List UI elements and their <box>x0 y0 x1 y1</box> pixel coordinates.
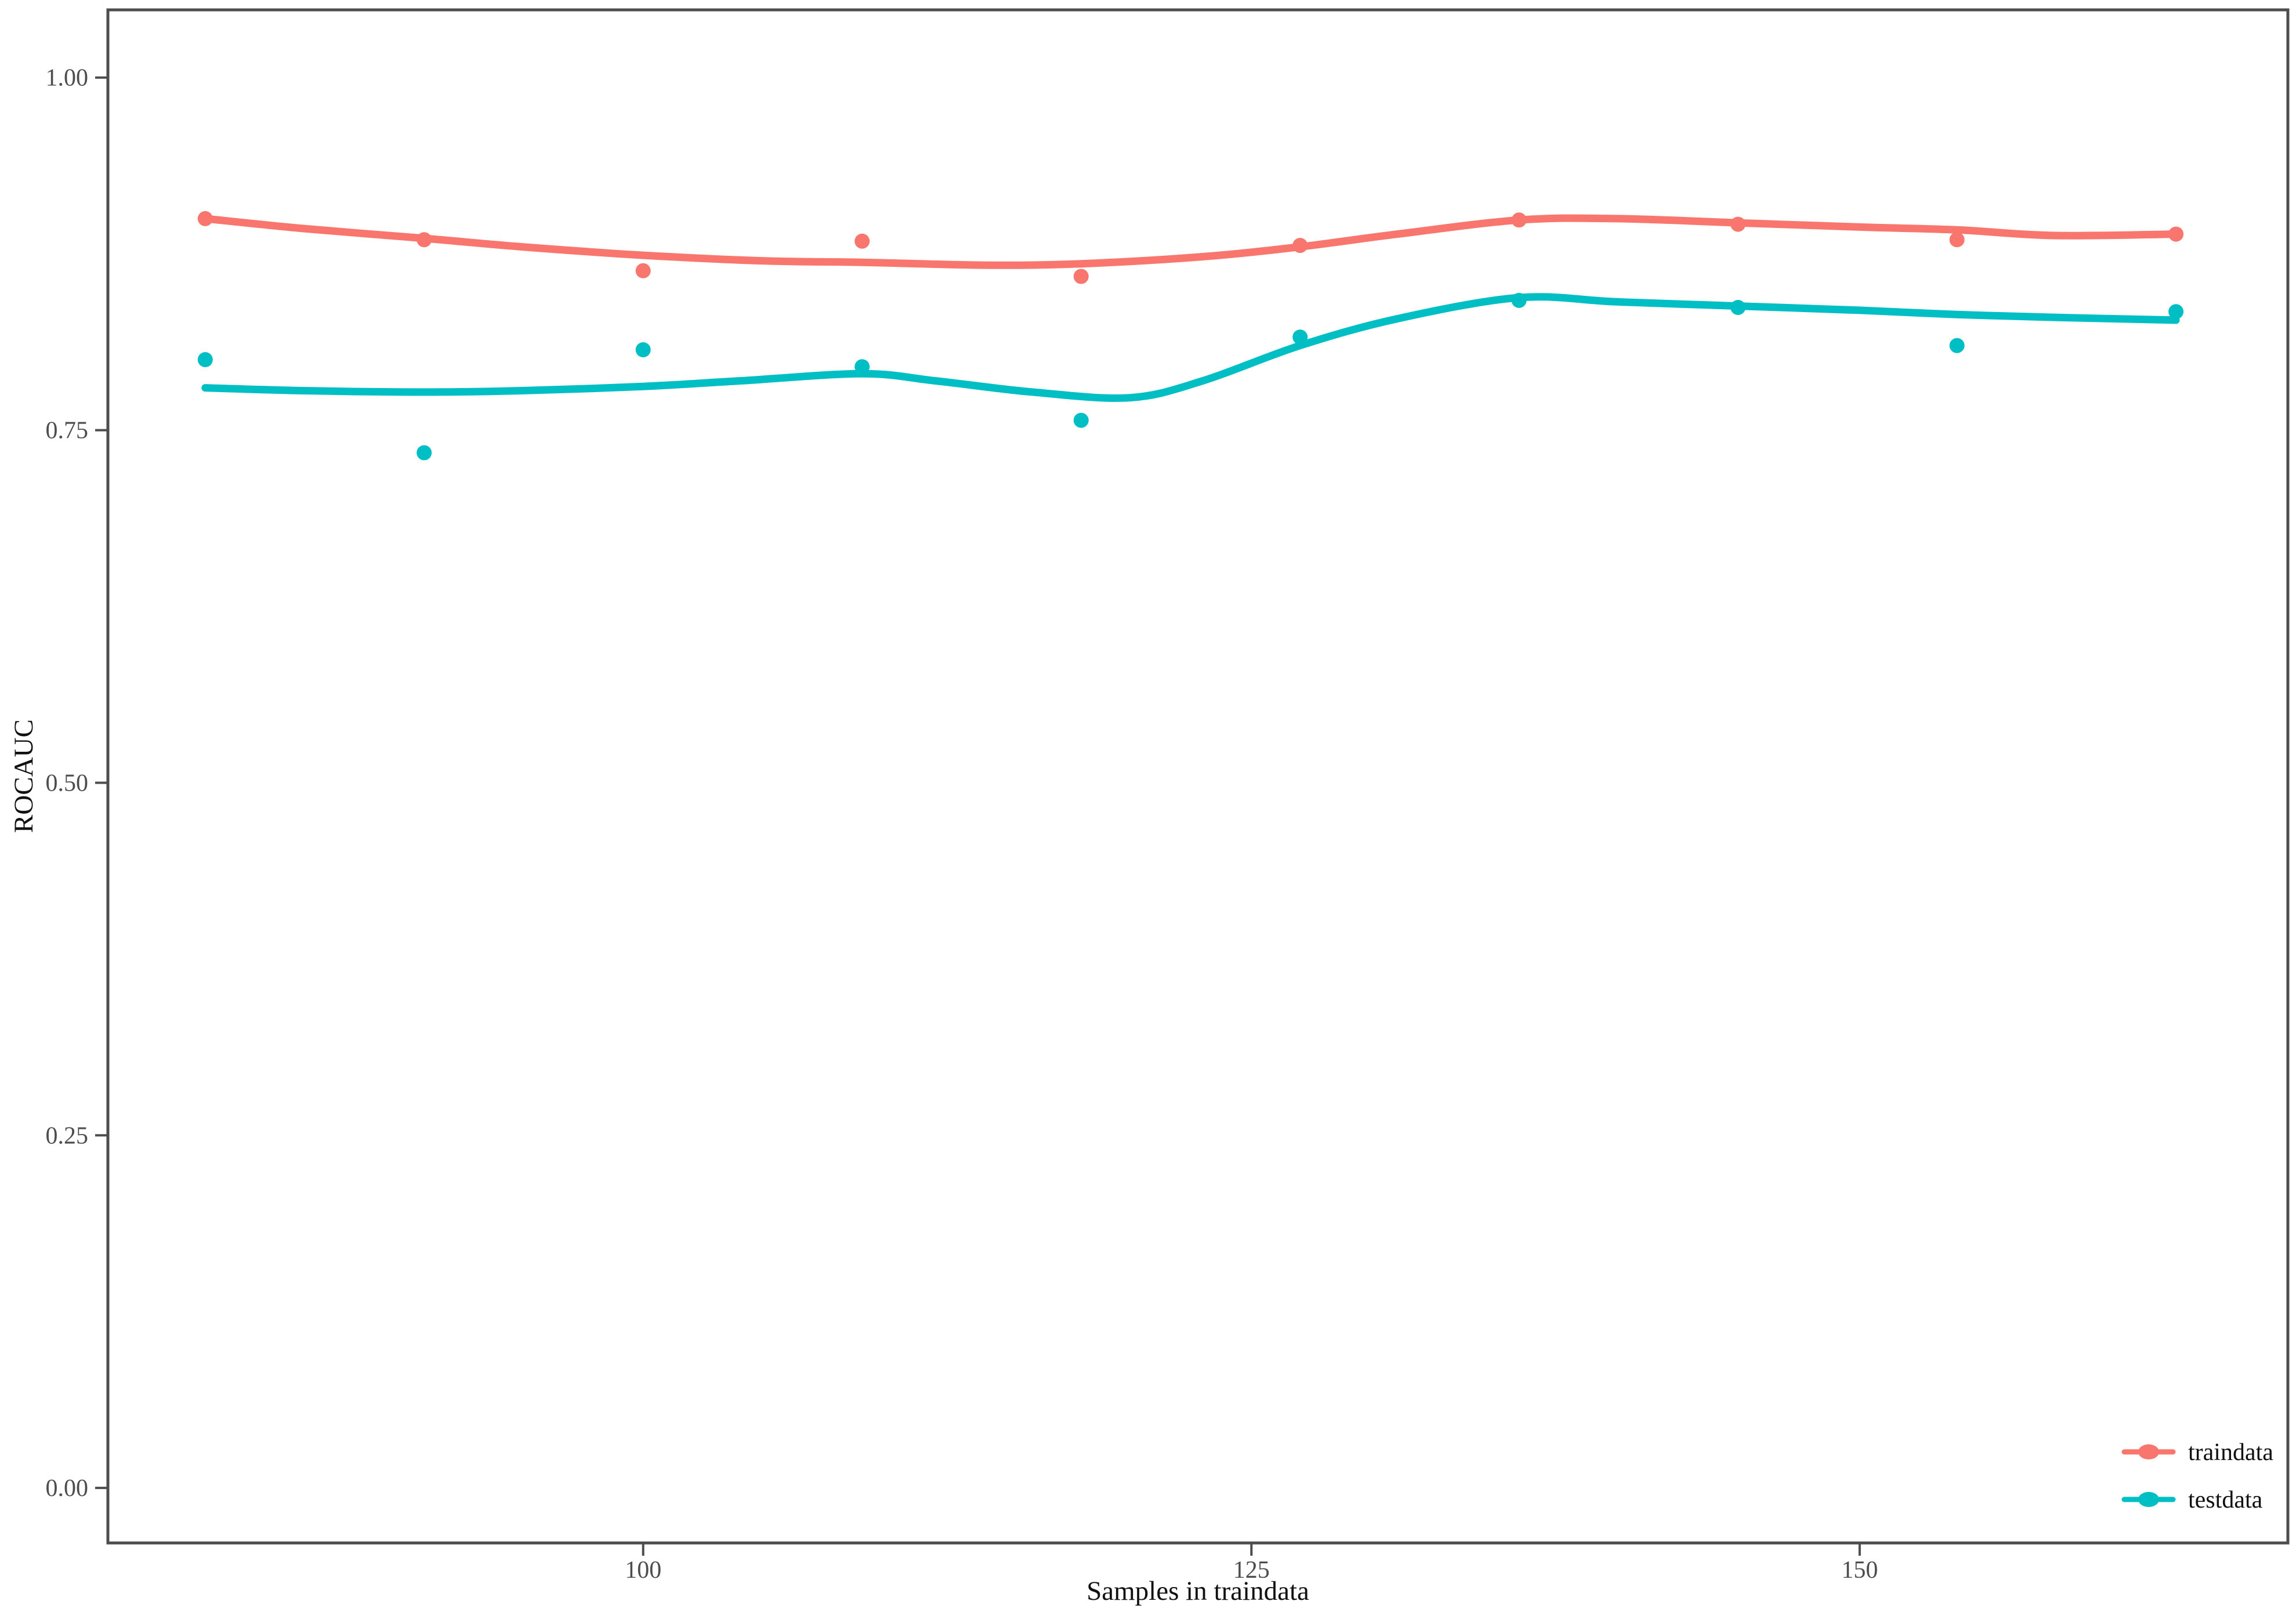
data-point-testdata <box>417 445 432 461</box>
y-tick-label: 0.50 <box>46 770 89 796</box>
axes: 100 125 150 0.00 0.25 0.50 0.75 1.00 <box>46 65 1878 1584</box>
x-tick-label: 125 <box>1233 1557 1270 1584</box>
data-point-traindata <box>1073 269 1089 284</box>
y-tick-label: 0.00 <box>46 1475 89 1502</box>
trend-line-testdata <box>201 293 2180 402</box>
data-point-traindata <box>635 263 651 278</box>
legend-label-traindata: traindata <box>2188 1439 2273 1466</box>
y-tick-label: 0.75 <box>46 418 89 444</box>
x-tick-label: 100 <box>625 1557 661 1584</box>
data-point-traindata <box>854 233 870 249</box>
data-point-testdata <box>1073 412 1089 428</box>
series-traindata <box>197 211 2184 284</box>
data-point-testdata <box>197 352 213 367</box>
y-tick-label: 1.00 <box>46 65 89 92</box>
data-point-testdata <box>1949 338 1965 353</box>
legend-key-point-traindata <box>2138 1444 2159 1459</box>
legend-item-testdata <box>2121 1492 2176 1507</box>
y-tick-label: 0.25 <box>46 1122 89 1149</box>
plot-panel <box>106 8 2290 1545</box>
y-axis-title: ROCAUC <box>9 719 39 833</box>
data-series <box>197 211 2184 461</box>
data-point-testdata <box>2168 304 2184 320</box>
series-testdata <box>197 292 2184 461</box>
legend-label-testdata: testdata <box>2188 1487 2263 1513</box>
panel-border <box>106 8 2290 1545</box>
legend-item-traindata <box>2121 1444 2176 1459</box>
data-point-traindata <box>1949 232 1965 248</box>
trend-line-traindata <box>201 214 2180 269</box>
x-axis-title: Samples in traindata <box>1087 1576 1309 1606</box>
data-point-testdata <box>635 342 651 357</box>
x-tick-label: 150 <box>1841 1557 1878 1584</box>
legend <box>2121 1444 2176 1507</box>
legend-key-point-testdata <box>2138 1492 2159 1507</box>
